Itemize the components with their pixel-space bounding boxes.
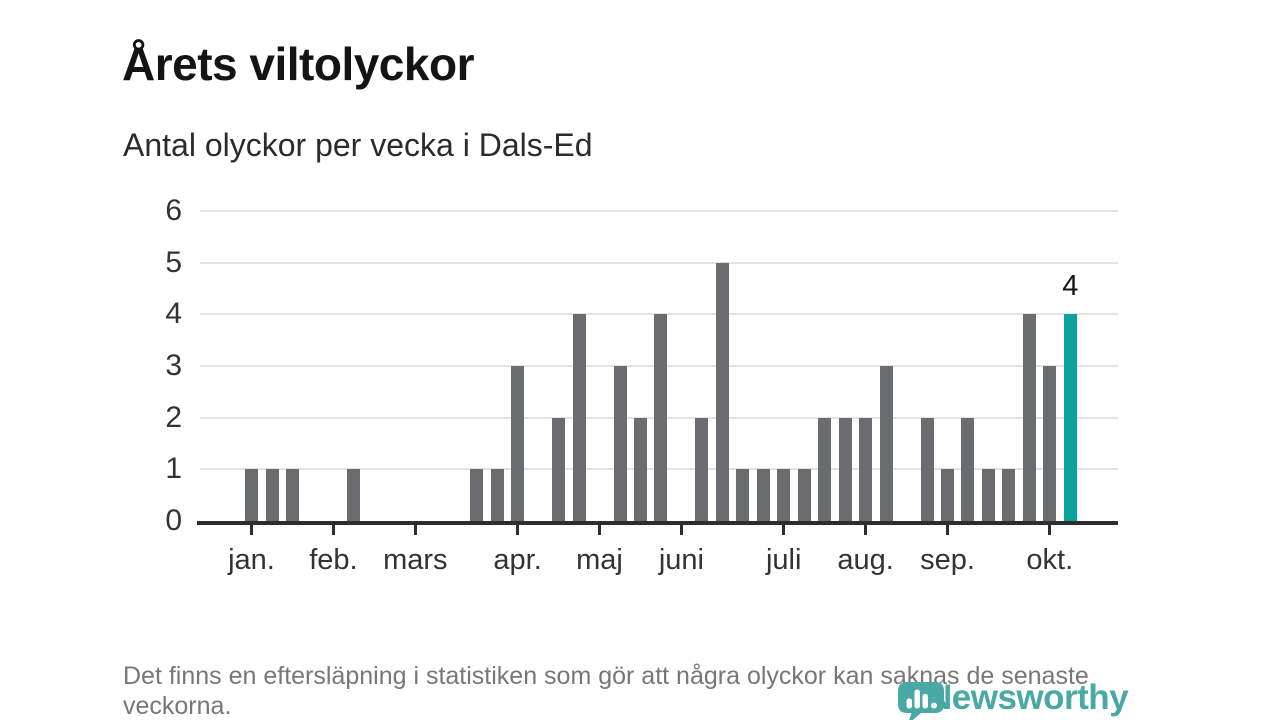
x-axis-label-mars: mars <box>383 544 448 576</box>
y-axis-label-0: 0 <box>165 504 182 537</box>
bar-week-3 <box>285 469 299 521</box>
y-axis-label-6: 6 <box>165 193 182 227</box>
newsworthy-logo: Newsworthy <box>897 677 1129 720</box>
bar-week-28 <box>797 469 811 521</box>
x-axis-label-feb: feb. <box>309 544 358 576</box>
bar-week-1 <box>245 469 258 521</box>
page-title: Årets viltolyckor <box>122 37 474 90</box>
chart-subtitle: Antal olyckor per vecka i Dals-Ed <box>123 127 593 163</box>
bar-week-21 <box>654 314 668 521</box>
bar-week-31 <box>859 417 873 521</box>
bar-week-35 <box>941 469 954 521</box>
x-tick-aug <box>864 525 868 535</box>
bar-week-37 <box>981 469 995 521</box>
x-axis-label-sep: sep. <box>920 544 975 576</box>
bar-week-34 <box>920 417 934 521</box>
bar-week-20 <box>633 417 647 521</box>
x-axis-line <box>197 521 1118 525</box>
bar-week-13 <box>490 469 504 521</box>
bar-week-25 <box>736 469 750 521</box>
x-axis-label-aug: aug. <box>837 544 894 576</box>
x-axis-label-jan: jan. <box>228 544 275 576</box>
x-tick-okt <box>1048 525 1052 535</box>
x-tick-mars <box>413 525 417 535</box>
bar-week-12 <box>470 469 484 521</box>
x-tick-sep <box>946 525 949 535</box>
x-tick-juli <box>782 525 786 535</box>
x-tick-feb <box>331 525 335 535</box>
x-tick-jan <box>250 525 253 535</box>
x-axis-label-okt: okt. <box>1026 544 1074 576</box>
y-axis-label-5: 5 <box>165 245 182 279</box>
x-tick-maj <box>598 525 601 535</box>
newsworthy-logo-text: Newsworthy <box>927 678 1129 717</box>
x-axis-label-apr: apr. <box>493 544 542 576</box>
bar-week-14 <box>511 365 525 521</box>
bar-week-27 <box>777 469 791 521</box>
bar-week-24 <box>715 262 729 521</box>
bar-week-32 <box>879 365 893 521</box>
bar-week-19 <box>613 365 627 521</box>
bar-week-17 <box>572 314 586 521</box>
bar-value-label: 4 <box>1062 270 1079 303</box>
y-axis-label-3: 3 <box>165 348 182 382</box>
x-axis-label-maj: maj <box>576 544 623 576</box>
y-axis-label-2: 2 <box>165 400 182 434</box>
footer-note: Det finns en eftersläpning i statistiken… <box>123 662 1089 720</box>
x-tick-apr <box>516 525 520 535</box>
x-axis-label-juli: juli <box>765 544 802 576</box>
bar-week-16 <box>552 417 565 521</box>
bar-week-29 <box>818 417 832 521</box>
bar-week-23 <box>695 417 709 521</box>
gridline-y5 <box>200 261 1118 264</box>
bar-week-30 <box>838 417 852 521</box>
x-tick-juni <box>679 525 683 535</box>
y-axis-label-4: 4 <box>165 297 182 331</box>
bar-week-26 <box>756 469 770 521</box>
x-axis-label-juni: juni <box>658 544 704 576</box>
bar-week-39 <box>1022 314 1036 521</box>
bar-week-36 <box>961 417 975 521</box>
newsworthy-logo-icon <box>898 682 944 720</box>
bar-week-40 <box>1043 365 1057 521</box>
bar-week-41 <box>1063 314 1077 521</box>
bar-week-6 <box>347 469 361 521</box>
y-axis-label-1: 1 <box>165 452 182 486</box>
bar-week-2 <box>265 469 279 521</box>
bar-week-38 <box>1002 469 1016 521</box>
gridline-y6 <box>200 209 1118 212</box>
